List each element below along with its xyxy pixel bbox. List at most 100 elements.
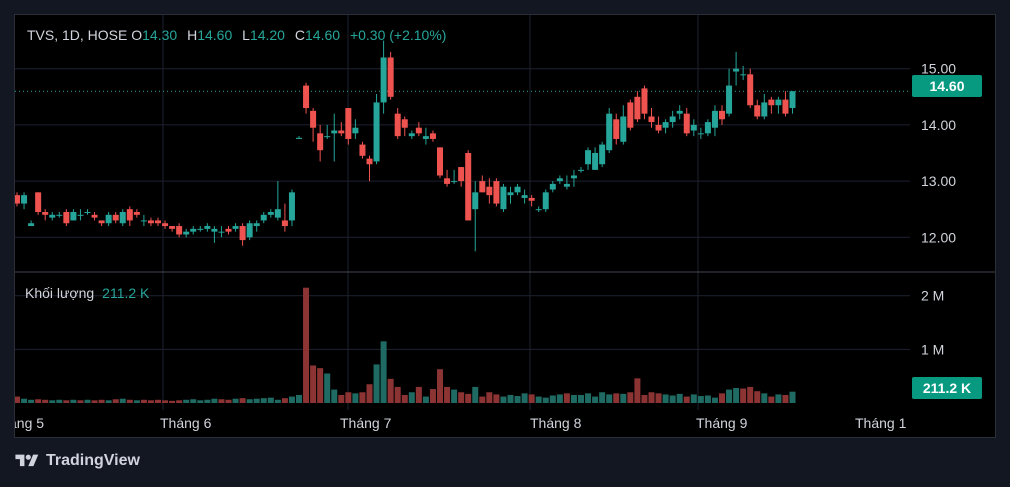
- volume-bar: [711, 397, 718, 403]
- candle-body: [662, 122, 669, 128]
- candle-body: [690, 124, 697, 131]
- volume-bar: [676, 393, 683, 403]
- volume-bar: [63, 400, 70, 403]
- candle-body: [444, 178, 451, 184]
- time-axis-label: Tháng 1: [855, 415, 907, 431]
- candle-body: [98, 220, 105, 224]
- volume-bar: [542, 397, 549, 403]
- volume-bar: [380, 341, 387, 403]
- volume-bar: [408, 392, 415, 403]
- volume-bar: [98, 399, 105, 403]
- time-axis-label: Tháng 9: [696, 415, 748, 431]
- volume-bar: [190, 399, 197, 403]
- candlestick-chart[interactable]: 12.00 13.00 14.00 15.00 1 M 2 M áng 5 Tháng 6 Th…: [15, 15, 995, 437]
- candle-body: [42, 212, 49, 215]
- candle-body: [169, 226, 176, 229]
- candle-body: [697, 133, 704, 135]
- candle-body: [578, 169, 584, 171]
- volume-bar: [197, 400, 204, 403]
- candle-body: [63, 212, 70, 224]
- candle-body: [197, 228, 204, 230]
- candle-body: [542, 192, 549, 210]
- candle-body: [599, 144, 606, 165]
- candle-body: [641, 88, 648, 114]
- tradingview-brand[interactable]: TradingView: [14, 452, 140, 470]
- candle-body: [366, 158, 373, 165]
- open-value: 14.30: [142, 27, 178, 43]
- candle-body: [35, 192, 42, 212]
- volume-bar: [105, 400, 112, 403]
- volume-bar: [422, 396, 429, 403]
- volume-bar: [585, 393, 592, 403]
- change-value: +0.30 (+2.10%): [349, 27, 447, 43]
- time-axis-label: Tháng 6: [160, 415, 212, 431]
- candle-body: [204, 226, 211, 229]
- last-price-tag: 14.60: [912, 75, 982, 97]
- candle-body: [514, 186, 521, 193]
- candle-body: [288, 192, 295, 221]
- candle-body: [225, 228, 232, 232]
- volume-bar: [366, 384, 373, 403]
- candle-body: [296, 137, 302, 139]
- volume-bar: [35, 399, 42, 403]
- candle-body: [627, 102, 634, 128]
- volume-bar: [133, 400, 140, 403]
- candle-body: [373, 102, 380, 162]
- candle-body: [112, 214, 119, 221]
- candle-body: [704, 122, 711, 134]
- candle-body: [15, 195, 20, 204]
- volume-bar: [56, 399, 63, 403]
- candle-body: [183, 231, 190, 235]
- candle-body: [451, 181, 458, 183]
- candle-body: [105, 214, 112, 224]
- candle-body: [415, 127, 422, 134]
- candle-body: [528, 197, 535, 201]
- volume-bar: [274, 399, 281, 403]
- volume-bar: [704, 395, 711, 403]
- volume-bar: [563, 393, 570, 403]
- volume-bar: [288, 396, 295, 403]
- candle-body: [648, 116, 655, 123]
- candle-body: [218, 231, 225, 233]
- candle-body: [239, 226, 246, 241]
- volume-bar: [613, 393, 620, 403]
- candle-body: [345, 108, 352, 139]
- candle-body: [549, 183, 556, 190]
- volume-bar: [599, 392, 606, 403]
- open-label: O: [131, 27, 143, 43]
- close-label: C: [294, 27, 305, 43]
- chart-frame[interactable]: 12.00 13.00 14.00 15.00 1 M 2 M áng 5 Tháng 6 Th…: [14, 14, 996, 438]
- candle-body: [535, 209, 542, 211]
- candle-body: [676, 110, 683, 114]
- volume-bar: [253, 398, 260, 403]
- volume-bar: [225, 399, 232, 403]
- volume-bar: [465, 393, 472, 403]
- candle-body: [211, 228, 218, 232]
- candle-body: [726, 85, 733, 114]
- candle-body: [592, 153, 599, 170]
- volume-bar: [91, 400, 98, 403]
- candle-body: [655, 124, 662, 131]
- candle-body: [310, 110, 317, 128]
- candle-body: [140, 220, 147, 222]
- volume-bar: [754, 391, 761, 403]
- volume-bar: [218, 399, 225, 403]
- volume-bar: [126, 399, 133, 403]
- volume-bar: [606, 394, 613, 403]
- candle-body: [190, 228, 197, 232]
- time-axis-label: áng 5: [15, 415, 44, 431]
- volume-bar: [317, 368, 324, 403]
- volume-bar: [246, 399, 253, 403]
- volume-bar: [162, 400, 169, 403]
- candle-body: [733, 68, 740, 72]
- candle-body: [620, 116, 627, 142]
- volume-bar: [429, 389, 436, 403]
- candle-body: [570, 175, 577, 179]
- symbol-label: TVS, 1D, HOSE: [27, 27, 128, 43]
- volume-bar: [592, 396, 599, 403]
- candle-body: [28, 223, 35, 227]
- candle-body: [77, 214, 84, 216]
- volume-bar: [472, 386, 479, 403]
- candle-body: [408, 133, 415, 137]
- volume-tick-label: 2 M: [921, 288, 944, 304]
